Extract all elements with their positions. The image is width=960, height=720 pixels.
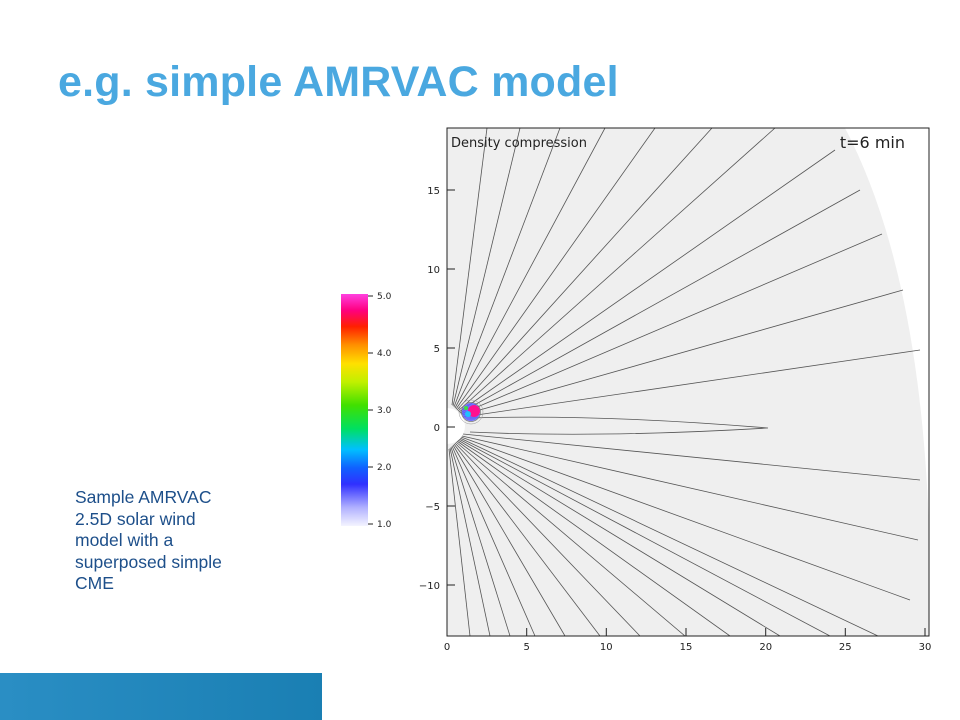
time-label: t=6 min [840, 133, 905, 152]
x-tick-label: 5 [524, 642, 530, 653]
plot-frame [446, 127, 930, 637]
y-tick-label: 0 [434, 423, 440, 434]
figure-caption: Sample AMRVAC 2.5D solar wind model with… [75, 487, 295, 595]
simulation-figure: 0 5 10 15 20 25 30 15 10 5 0 −5 −10 Dens… [341, 127, 932, 653]
colorbar-tick-label: 4.0 [377, 349, 392, 359]
colorbar-tick-label: 1.0 [377, 520, 392, 530]
footer-bar [0, 673, 322, 720]
y-tick-label: 10 [427, 265, 440, 276]
colorbar-ticks [368, 295, 373, 525]
y-tick-label: 15 [427, 186, 440, 197]
x-tick-label: 30 [919, 642, 932, 653]
caption-line: Sample AMRVAC [75, 487, 212, 507]
plot-title: Density compression [451, 136, 587, 151]
inner-boundary [447, 408, 465, 444]
y-tick-label: −10 [419, 581, 440, 592]
x-tick-label: 0 [444, 642, 450, 653]
x-tick-label: 25 [839, 642, 852, 653]
caption-line: CME [75, 573, 114, 593]
cme-blob [458, 399, 484, 425]
x-tick-label: 10 [600, 642, 613, 653]
simulation-domain [447, 128, 929, 636]
colorbar [341, 294, 368, 526]
y-tick-label: −5 [425, 502, 440, 513]
colorbar-tick-label: 3.0 [377, 406, 392, 416]
x-tick-label: 15 [680, 642, 693, 653]
caption-line: superposed simple [75, 551, 222, 572]
y-tick-label: 5 [434, 344, 440, 355]
caption-line: 2.5D solar wind [75, 508, 196, 529]
field-lines [448, 128, 921, 636]
x-tick-label: 20 [759, 642, 772, 653]
y-axis-ticks [447, 189, 455, 586]
caption-line: model with a [75, 530, 174, 550]
slide-title: e.g. simple AMRVAC model [58, 58, 619, 106]
x-axis-ticks [446, 628, 926, 636]
colorbar-tick-label: 2.0 [377, 463, 392, 473]
colorbar-tick-label: 5.0 [377, 292, 392, 302]
